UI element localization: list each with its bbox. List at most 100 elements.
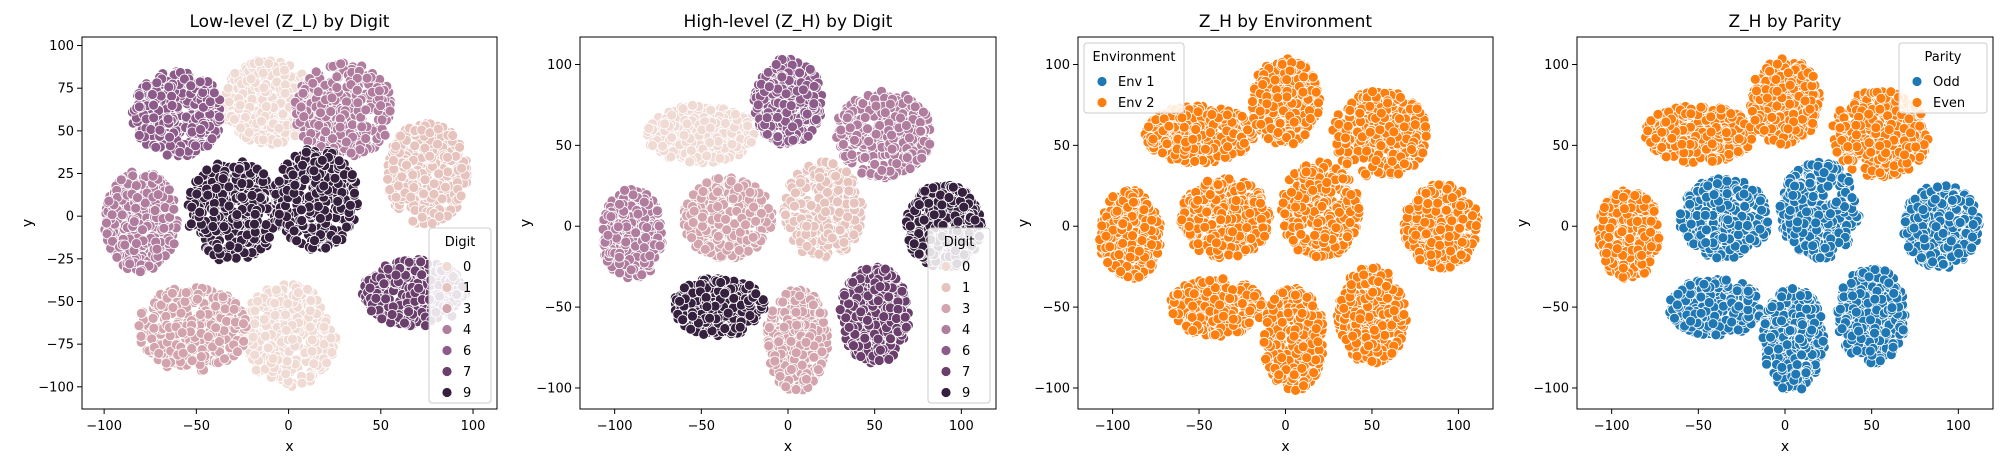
scatter-point [713,187,723,197]
scatter-point [332,83,342,93]
scatter-point [391,192,401,202]
scatter-point [120,240,130,250]
scatter-point [330,173,340,183]
scatter-point [207,134,217,144]
scatter-point [235,100,245,110]
scatter-point [237,179,247,189]
scatter-point [678,104,688,114]
scatter-point [167,101,177,111]
legend-marker [442,346,452,356]
scatter-point [404,307,414,317]
scatter-point [774,337,784,347]
legend-marker [442,262,452,272]
scatter-point [377,115,387,125]
scatter-point [434,169,444,179]
scatter-point [808,300,818,310]
scatter-point [203,332,213,342]
scatter-point [689,206,699,216]
scatter-point [322,358,332,368]
y-tick-label: −50 [47,295,74,310]
scatter-point [300,175,310,185]
scatter-point [148,171,158,181]
scatter-point [134,91,144,101]
scatter-point [154,348,164,358]
scatter-point [251,365,261,375]
x-tick-label: −50 [183,419,210,434]
scatter-point [791,385,801,395]
scatter-point [391,270,401,280]
scatter-point [292,236,302,246]
scatter-point [270,298,280,308]
scatter-point [700,244,710,254]
scatter-point [186,81,196,91]
scatter-point [225,241,235,251]
scatter-point [198,88,208,98]
scatter-point [310,236,320,246]
scatter-point [177,328,187,338]
scatter-point [151,142,161,152]
scatter-point [280,88,290,98]
scatter-point [379,279,389,289]
scatter-point [274,176,284,186]
scatter-point [136,308,146,318]
scatter-point [250,350,260,360]
scatter-point [136,331,146,341]
scatter-point [648,141,658,151]
scatter-point [353,98,363,108]
scatter-point [305,306,315,316]
scatter-point [224,97,234,107]
scatter-point [849,230,859,240]
scatter-point [290,180,300,190]
scatter-point [361,105,371,115]
scatter-point [192,294,202,304]
scatter-point [746,137,756,147]
scatter-point [770,356,780,366]
scatter-point [730,109,740,119]
scatter-point [380,130,390,140]
scatter-point [297,216,307,226]
scatter-point [271,285,281,295]
scatter-point [214,112,224,122]
x-tick-label: 50 [373,419,390,434]
scatter-point [433,139,443,149]
scatter-point [429,179,439,189]
scatter-point [181,288,191,298]
scatter-point [163,114,173,124]
legend-title: Digit [445,235,476,250]
scatter-point [429,189,439,199]
scatter-point [309,166,319,176]
scatter-point [342,222,352,232]
scatter-point [749,202,759,212]
scatter-point [350,188,360,198]
scatter-point [196,352,206,362]
scatter-point [220,304,230,314]
scatter-point [315,213,325,223]
scatter-point [142,81,152,91]
legend-entry: 1 [463,281,471,296]
scatter-point [326,107,336,117]
y-tick-label: 50 [57,124,74,139]
scatter-point [169,204,179,214]
scatter-point [748,232,758,242]
scatter-point [149,323,159,333]
scatter-point [342,97,352,107]
scatter-point [365,283,375,293]
scatter-point [149,113,159,123]
scatter-point [658,141,668,151]
scatter-point [715,153,725,163]
scatter-point [231,253,241,263]
scatter-point [259,83,269,93]
scatter-point [764,323,774,333]
scatter-point [823,187,833,197]
chart-title: Low-level (Z_L) by Digit [190,12,390,32]
scatter-point [133,193,143,203]
scatter-point [443,167,453,177]
scatter-point [688,218,698,228]
scatter-point [828,159,838,169]
scatter-point [400,318,410,328]
scatter-point [208,222,218,232]
scatter-point [219,222,229,232]
scatter-point [230,68,240,78]
scatter-point [713,174,723,184]
